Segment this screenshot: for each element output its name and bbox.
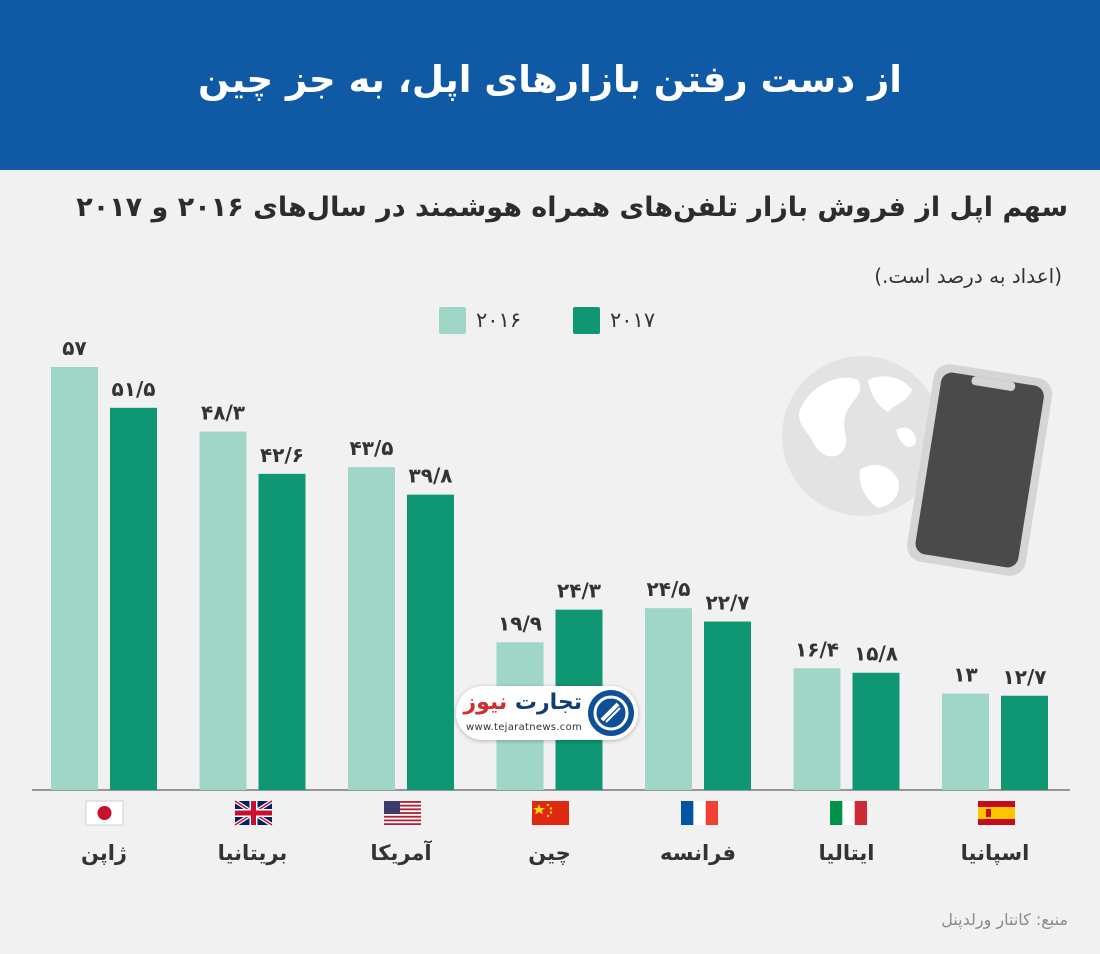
data-label-2016-6: ۱۳ — [953, 663, 977, 687]
source-note: منبع: کانتار ورلدپنل — [941, 910, 1068, 929]
data-label-2016-3: ۱۹/۹ — [498, 611, 542, 635]
bar-2017-4 — [704, 621, 751, 790]
data-label-2017-1: ۴۲/۶ — [260, 443, 304, 467]
legend-swatch-2017 — [573, 306, 600, 334]
legend-item-2016: ۲۰۱۶ — [439, 306, 521, 334]
legend-label-2016: ۲۰۱۶ — [476, 308, 522, 332]
category-label-0: ژاپن — [81, 841, 127, 865]
category-label-1: بریتانیا — [218, 841, 288, 865]
data-label-2017-2: ۳۹/۸ — [409, 464, 453, 488]
title-banner: از دست رفتن بازارهای اپل، به جز چین — [0, 0, 1100, 170]
spain-flag-icon — [978, 801, 1015, 825]
smartphone-icon — [907, 364, 1053, 576]
brand-name-main: تجارت — [514, 690, 582, 715]
data-label-2016-5: ۱۶/۴ — [795, 637, 839, 661]
brand-url: www.tejaratnews.com — [466, 722, 583, 733]
bar-2017-1 — [258, 473, 306, 790]
bar-2016-2 — [348, 467, 395, 790]
china-flag-icon — [532, 801, 569, 825]
category-label-4: فرانسه — [660, 841, 736, 865]
bar-2016-6 — [942, 693, 989, 790]
brand-watermark: تجارت نیوز www.tejaratnews.com — [456, 686, 638, 740]
bar-2016-4 — [645, 608, 692, 790]
data-label-2017-3: ۲۴/۳ — [557, 579, 601, 603]
legend-label-2017: ۲۰۱۷ — [610, 308, 656, 332]
data-label-2016-2: ۴۳/۵ — [350, 436, 394, 460]
bar-2016-5 — [793, 668, 841, 790]
data-label-2017-5: ۱۵/۸ — [854, 642, 898, 666]
category-label-2: آمریکا — [370, 840, 432, 865]
data-label-2017-4: ۲۲/۷ — [706, 591, 750, 615]
usa-flag-icon — [384, 801, 421, 825]
uk-flag-icon — [233, 799, 274, 827]
bar-2016-0 — [51, 367, 98, 790]
bar-2017-5 — [852, 672, 900, 790]
units-note: (اعداد به درصد است.) — [874, 264, 1062, 288]
data-label-2017-6: ۱۲/۷ — [1003, 665, 1047, 689]
bar-2017-0 — [110, 407, 157, 790]
bar-2016-1 — [199, 431, 247, 790]
globe-icon — [782, 356, 942, 516]
brand-logo-icon — [588, 690, 634, 736]
brand-name-accent: نیوز — [463, 690, 508, 715]
bar-2017-6 — [1001, 695, 1048, 790]
legend-item-2017: ۲۰۱۷ — [573, 306, 655, 334]
category-label-6: اسپانیا — [961, 841, 1030, 865]
category-label-3: چین — [528, 841, 571, 865]
data-label-2016-4: ۲۴/۵ — [647, 577, 691, 601]
data-label-2017-0: ۵۱/۵ — [112, 377, 156, 401]
japan-flag-icon — [85, 800, 124, 826]
chart-subtitle: سهم اپل از فروش بازار تلفن‌های همراه هوش… — [76, 192, 1068, 223]
data-label-2016-0: ۵۷ — [62, 336, 86, 360]
page-title: از دست رفتن بازارهای اپل، به جز چین — [198, 58, 902, 101]
data-label-2016-1: ۴۸/۳ — [201, 401, 245, 425]
italy-flag-icon — [830, 801, 867, 825]
legend-swatch-2016 — [439, 306, 466, 334]
france-flag-icon — [681, 801, 718, 825]
brand-name: تجارت نیوز — [463, 690, 582, 715]
category-label-5: ایتالیا — [819, 841, 875, 865]
bar-2017-2 — [407, 494, 454, 790]
